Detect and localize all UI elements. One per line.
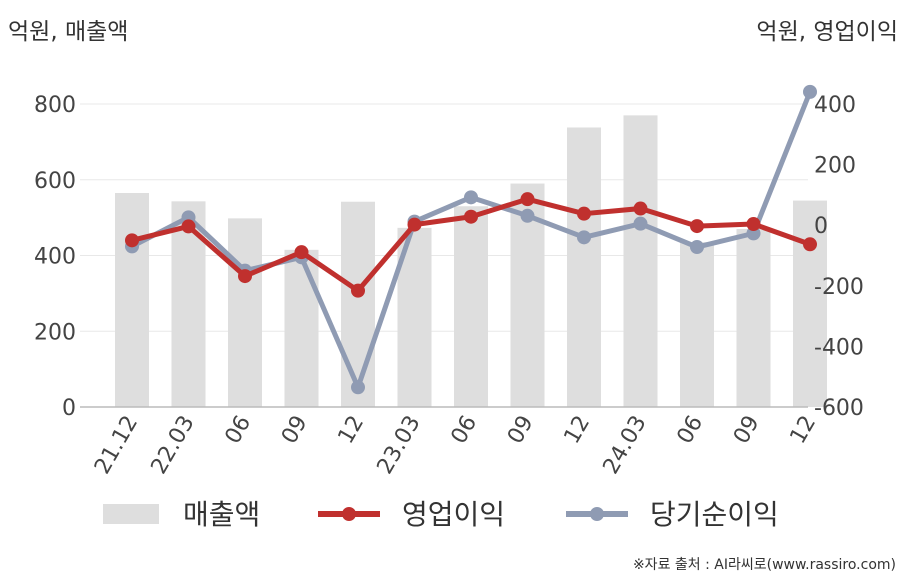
x-tick-label: 12 <box>334 412 370 449</box>
x-tick-label: 23.03 <box>373 412 426 479</box>
x-tick-label: 22.03 <box>147 412 200 479</box>
operating-profit-point <box>803 237 817 252</box>
y-left-tick-label: 400 <box>34 245 76 270</box>
operating-profit-point <box>464 209 478 224</box>
x-tick-label: 24.03 <box>599 412 652 479</box>
net-income-point <box>803 84 817 99</box>
profit-lines <box>125 84 817 395</box>
legend-label-revenue: 매출액 <box>183 498 260 531</box>
operating-profit-point <box>238 269 252 284</box>
operating-profit-point <box>746 216 761 231</box>
revenue-bar <box>228 218 262 407</box>
y-right-tick-label: 400 <box>814 93 856 118</box>
net-income-point <box>520 208 535 223</box>
y-right-tick-label: 0 <box>814 214 828 239</box>
revenue-bar <box>341 201 375 407</box>
legend: 매출액 영업이익 당기순이익 <box>103 498 779 531</box>
operating-profit-point <box>633 201 648 216</box>
net-income-point <box>633 216 648 231</box>
net-income-point <box>351 380 365 395</box>
y-right-tick-label: -600 <box>814 396 864 421</box>
operating-profit-point <box>181 219 196 234</box>
operating-profit-point <box>407 217 422 232</box>
y-right-tick-label: -200 <box>814 275 864 300</box>
net-income-point <box>464 190 478 205</box>
y-left-tick-label: 200 <box>34 320 76 345</box>
y-left-tick-label: 0 <box>62 396 76 421</box>
revenue-bar <box>736 228 771 407</box>
revenue-bar <box>454 206 488 407</box>
operating-profit-point <box>690 219 704 234</box>
legend-marker-net-income <box>590 507 604 521</box>
net-income-point <box>577 230 591 245</box>
x-tick-label: 09 <box>729 412 765 449</box>
revenue-bar <box>623 115 658 408</box>
revenue-bar <box>567 127 601 408</box>
revenue-bar <box>115 193 149 407</box>
x-tick-label: 09 <box>277 412 313 449</box>
legend-marker-operating-profit <box>342 507 356 521</box>
right-axis-unit: 억원, 영업이익 <box>756 19 898 45</box>
x-tick-labels: 21.12 22.03 06 09 12 23.03 06 09 12 24.03 06 09 12 <box>90 412 821 479</box>
left-axis-unit: 억원, 매출액 <box>8 19 129 45</box>
legend-label-net-income: 당기순이익 <box>650 498 779 531</box>
revenue-bars <box>115 115 827 408</box>
revenue-bar <box>680 242 714 407</box>
operating-profit-point <box>294 245 309 260</box>
revenue-bar <box>793 200 827 407</box>
y-right-tick-label: -400 <box>814 335 864 360</box>
y-left-tick-label: 800 <box>34 93 76 118</box>
legend-swatch-revenue <box>103 504 159 524</box>
operating-profit-point <box>351 283 365 298</box>
x-tick-label: 21.12 <box>90 412 143 479</box>
operating-profit-point <box>577 206 591 221</box>
x-tick-label: 12 <box>560 412 596 449</box>
y-left-tick-label: 600 <box>34 169 76 194</box>
x-tick-label: 06 <box>447 412 483 449</box>
operating-profit-point <box>125 233 139 248</box>
y-tick-labels: 0 200 400 600 800 -600 -400 -200 0 200 400 <box>34 93 864 421</box>
x-tick-label: 09 <box>503 412 539 449</box>
legend-label-operating-profit: 영업이익 <box>402 498 505 531</box>
y-right-tick-label: 200 <box>814 154 856 179</box>
source-note: ※자료 출처 : AI라씨로(www.rassiro.com) <box>632 557 896 573</box>
operating-profit-point <box>520 192 535 207</box>
revenue-bar <box>284 249 319 407</box>
x-tick-label: 06 <box>221 412 257 449</box>
net-income-point <box>690 240 704 255</box>
x-tick-label: 06 <box>673 412 709 449</box>
